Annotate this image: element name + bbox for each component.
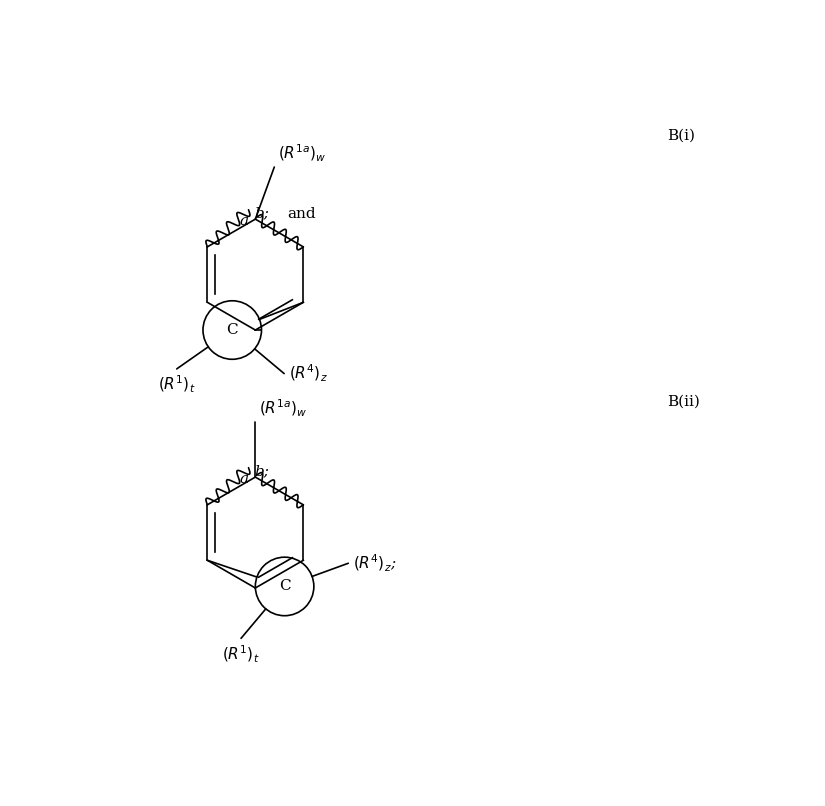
Text: b;: b; <box>255 206 270 221</box>
Text: $(R^4)_z$;: $(R^4)_z$; <box>353 553 396 574</box>
Text: $(R^{1a})_w$: $(R^{1a})_w$ <box>278 143 327 164</box>
Text: a: a <box>239 214 248 228</box>
Text: $(R^4)_z$: $(R^4)_z$ <box>289 363 328 384</box>
Text: $(R^1)_t$: $(R^1)_t$ <box>158 374 196 396</box>
Text: B(ii): B(ii) <box>667 395 700 409</box>
Text: C: C <box>279 580 290 593</box>
Text: $(R^1)_t$: $(R^1)_t$ <box>222 644 260 665</box>
Text: and: and <box>287 206 316 221</box>
Text: C: C <box>226 323 238 337</box>
Text: B(i): B(i) <box>667 129 695 143</box>
Text: b;: b; <box>255 464 270 479</box>
Text: a: a <box>239 472 248 486</box>
Text: $(R^{1a})_w$: $(R^{1a})_w$ <box>259 397 308 418</box>
